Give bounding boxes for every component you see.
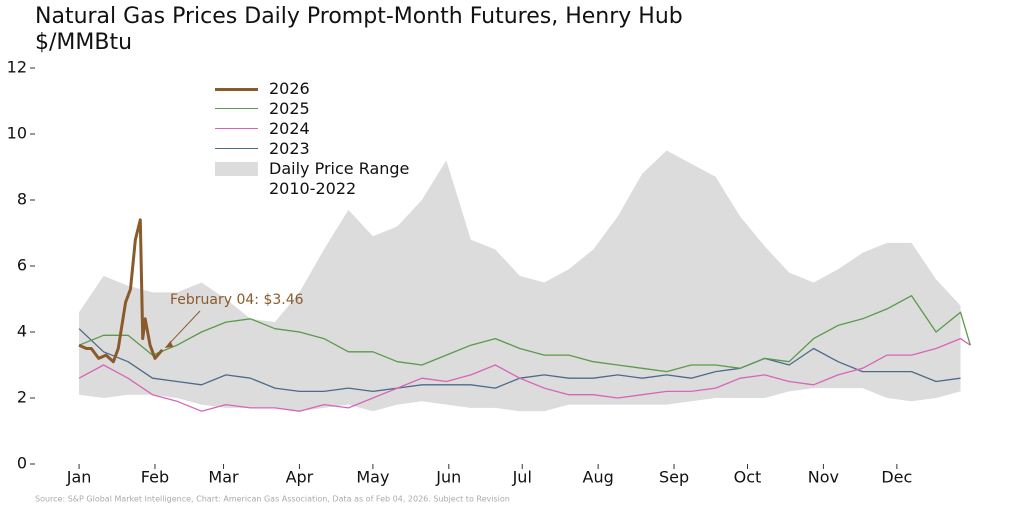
legend-label: 2026 [269,79,310,98]
legend-swatch [215,128,258,129]
x-tick-label: Nov [808,468,839,487]
x-tick-label: Feb [141,468,169,487]
chart-title: Natural Gas Prices Daily Prompt-Month Fu… [35,4,683,29]
x-tick-label: Jan [66,468,92,487]
x-tick-label: Jul [512,468,532,487]
annotation-text: February 04: $3.46 [170,292,304,308]
x-tick-label: Aug [583,468,614,487]
y-tick-label: 4 [17,322,27,341]
y-tick-label: 12 [7,58,27,77]
series-line [78,337,971,412]
legend-entry: Daily Price Range 2010-2022 [215,159,409,199]
chart-subtitle: $/MMBtu [35,30,132,55]
x-tick-label: May [356,468,389,487]
x-tick-label: Apr [286,468,314,487]
annotation-arrowhead [165,340,174,348]
legend-entry: 2026 [215,79,409,99]
price-range-band [79,150,961,412]
x-tick-label: Jun [435,468,461,487]
y-tick-label: 0 [17,454,27,473]
legend-swatch [215,108,258,109]
source-note: Source: S&P Global Market Intelligence, … [35,495,510,504]
y-tick-label: 2 [17,388,27,407]
y-tick-label: 10 [7,124,27,143]
legend-entry: 2025 [215,99,409,119]
x-tick-label: Oct [734,468,762,487]
legend-label: 2025 [269,99,310,118]
legend-swatch [215,162,258,176]
x-tick-label: Dec [881,468,912,487]
y-tick-label: 6 [17,256,27,275]
legend-swatch [215,148,258,149]
annotation-arrow [164,310,201,349]
legend-entry: 2023 [215,139,409,159]
legend: 2026 2025 2024 2023 Daily Price Range 2010-2… [215,79,409,199]
legend-label: 2023 [269,139,310,158]
series-line [78,218,164,364]
x-tick-label: Sep [659,468,689,487]
legend-entry: 2024 [215,119,409,139]
series-line [78,295,971,373]
y-tick-label: 8 [17,190,27,209]
legend-swatch [215,88,258,91]
x-tick-label: Mar [208,468,239,487]
legend-label: 2024 [269,119,310,138]
legend-label: Daily Price Range 2010-2022 [269,159,410,198]
